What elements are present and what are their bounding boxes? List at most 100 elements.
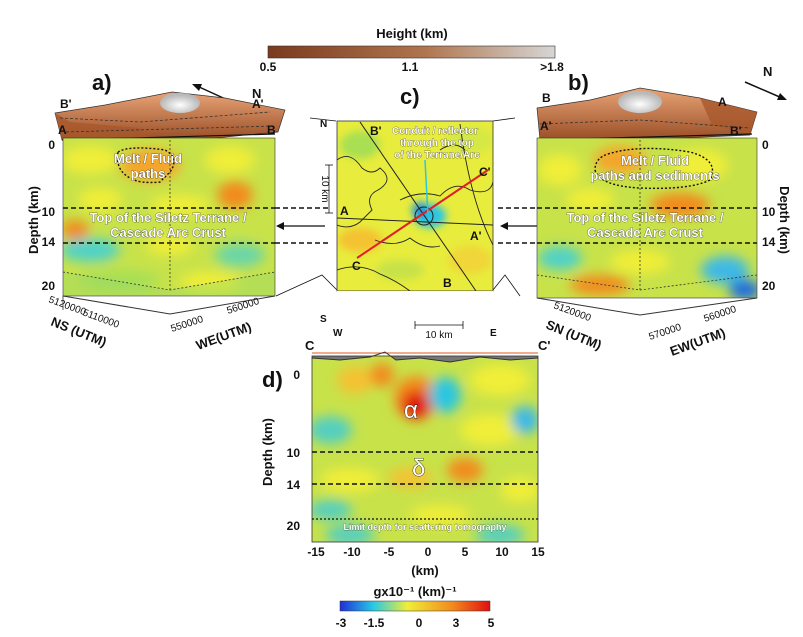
layer-label-b-1: Top of the Siletz Terrane / <box>567 210 724 225</box>
we-tick-a-0: 550000 <box>170 314 206 335</box>
topo-profile-d <box>311 351 539 363</box>
depth-tick-d-14: 14 <box>287 478 301 492</box>
volcano-peak-a <box>160 93 200 113</box>
height-tick-1: 1.1 <box>402 60 419 74</box>
velocity-colorbar: gx10⁻¹ (km)⁻¹ -3 -1.5 0 3 5 <box>336 584 495 630</box>
panel-b: b) N B A A' B' <box>536 64 792 359</box>
tomography-volume-a <box>63 138 275 296</box>
depth-label-b: Depth (km) <box>777 186 792 254</box>
velocity-tick-3: 3 <box>453 616 460 630</box>
hscale-c: 10 km <box>414 321 464 341</box>
corner-c-s: S <box>320 314 327 325</box>
velocity-tick-1: -1.5 <box>364 616 385 630</box>
height-colorbar-title: Height (km) <box>376 26 448 41</box>
depth-tick-a-10: 10 <box>42 205 56 219</box>
corner-c-w: W <box>333 328 343 339</box>
corner-c-n: N <box>320 119 327 130</box>
vscale-c: 10 km <box>319 164 333 214</box>
melt-label-a-2: paths <box>131 166 166 181</box>
velocity-tick-2: 0 <box>416 616 423 630</box>
profile-label-aprime: A' <box>470 229 482 243</box>
ew-tick-b-1: 560000 <box>703 304 739 325</box>
x-label-d: (km) <box>411 563 438 578</box>
map-view-c <box>337 121 493 291</box>
north-label-b: N <box>763 64 772 79</box>
melt-label-b-2: paths and sediments <box>590 168 719 183</box>
corner-a-bprime: B' <box>60 97 72 111</box>
depth-tick-a-0: 0 <box>48 138 55 152</box>
depth-tick-b-10: 10 <box>762 205 776 219</box>
velocity-tick-4: 5 <box>488 616 495 630</box>
profile-label-b: B <box>443 276 452 290</box>
limit-label-d: Limit depth for scattering tomography <box>343 522 506 532</box>
x-tick-d-1: -10 <box>343 545 361 559</box>
depth-tick-d-0: 0 <box>293 368 300 382</box>
volcano-peak-b <box>618 91 662 113</box>
link-arrows <box>275 117 545 297</box>
depth-label-a: Depth (km) <box>26 186 41 254</box>
melt-outline-a <box>116 147 175 184</box>
layer-label-a-2: Cascade Arc Crust <box>110 225 227 240</box>
corner-a-aprime: A' <box>252 97 264 111</box>
depth-tick-b-0: 0 <box>762 138 769 152</box>
depth-tick-a-14: 14 <box>42 235 56 249</box>
panel-a: a) N B' A' A B <box>26 70 286 353</box>
height-colorbar-gradient <box>267 45 556 59</box>
layer-label-a-1: Top of the Siletz Terrane / <box>90 210 247 225</box>
height-tick-0: 0.5 <box>260 60 277 74</box>
profile-end-c: C <box>305 338 315 353</box>
height-colorbar: Height (km) 0.5 1.1 >1.8 <box>260 26 565 74</box>
topography-block-b <box>536 87 758 141</box>
profile-label-bprime: B' <box>370 124 382 138</box>
melt-label-a-1: Melt / Fluid <box>114 151 182 166</box>
profile-label-c: C <box>352 259 361 273</box>
ew-tick-b-0: 570000 <box>648 322 684 343</box>
depth-tick-a-20: 20 <box>42 279 56 293</box>
alpha-label-d: α <box>404 397 418 424</box>
depth-tick-d-10: 10 <box>287 446 301 460</box>
velocity-colorbar-gradient <box>339 600 491 612</box>
tomography-volume-b <box>537 138 757 298</box>
x-tick-d-3: 0 <box>425 545 432 559</box>
velocity-tick-0: -3 <box>336 616 347 630</box>
sn-label-b: SN (UTM) <box>544 317 604 353</box>
panel-d-label: d) <box>262 367 283 392</box>
conduit-title-c: Conduit / reflector through the top of t… <box>392 126 481 162</box>
panel-c: c) Condu <box>319 84 497 341</box>
corner-a-a: A <box>58 123 67 137</box>
melt-label-b-1: Melt / Fluid <box>621 153 689 168</box>
corner-b-b: B <box>542 91 551 105</box>
conduit-line-3: of the Terrane/Arc <box>394 150 480 161</box>
profile-end-cprime: C' <box>538 338 550 353</box>
depth-tick-b-20: 20 <box>762 279 776 293</box>
profile-label-cprime: C' <box>479 165 491 179</box>
corner-a-b: B <box>267 123 276 137</box>
height-tick-2: >1.8 <box>540 60 564 74</box>
depth-tick-b-14: 14 <box>762 235 776 249</box>
north-arrow-b: N <box>744 64 787 100</box>
panel-c-label: c) <box>400 84 420 109</box>
we-tick-a-1: 560000 <box>226 296 262 317</box>
corner-c-e: E <box>490 328 497 339</box>
velocity-colorbar-title: gx10⁻¹ (km)⁻¹ <box>373 584 456 599</box>
corner-b-a: A <box>718 95 727 109</box>
panel-d: d) C C' <box>260 338 550 578</box>
topography-block-a <box>54 91 286 141</box>
hscale-label-c: 10 km <box>425 330 452 341</box>
profile-label-a: A <box>340 204 349 218</box>
corner-b-bprime: B' <box>730 124 742 138</box>
x-tick-d-2: -5 <box>384 545 395 559</box>
x-tick-d-6: 15 <box>531 545 545 559</box>
x-tick-d-0: -15 <box>307 545 325 559</box>
conduit-line-1: Conduit / reflector <box>392 126 478 137</box>
x-ticks-d: -15 -10 -5 0 5 10 15 <box>307 545 545 559</box>
melt-outline-b <box>594 147 714 189</box>
vscale-label-c: 10 km <box>319 175 330 202</box>
x-tick-d-5: 10 <box>495 545 509 559</box>
north-label-a: N <box>252 86 261 101</box>
panel-b-label: b) <box>568 70 589 95</box>
delta-label-d: δ <box>412 455 425 482</box>
depth-label-d: Depth (km) <box>260 418 275 486</box>
layer-label-b-2: Cascade Arc Crust <box>587 225 704 240</box>
